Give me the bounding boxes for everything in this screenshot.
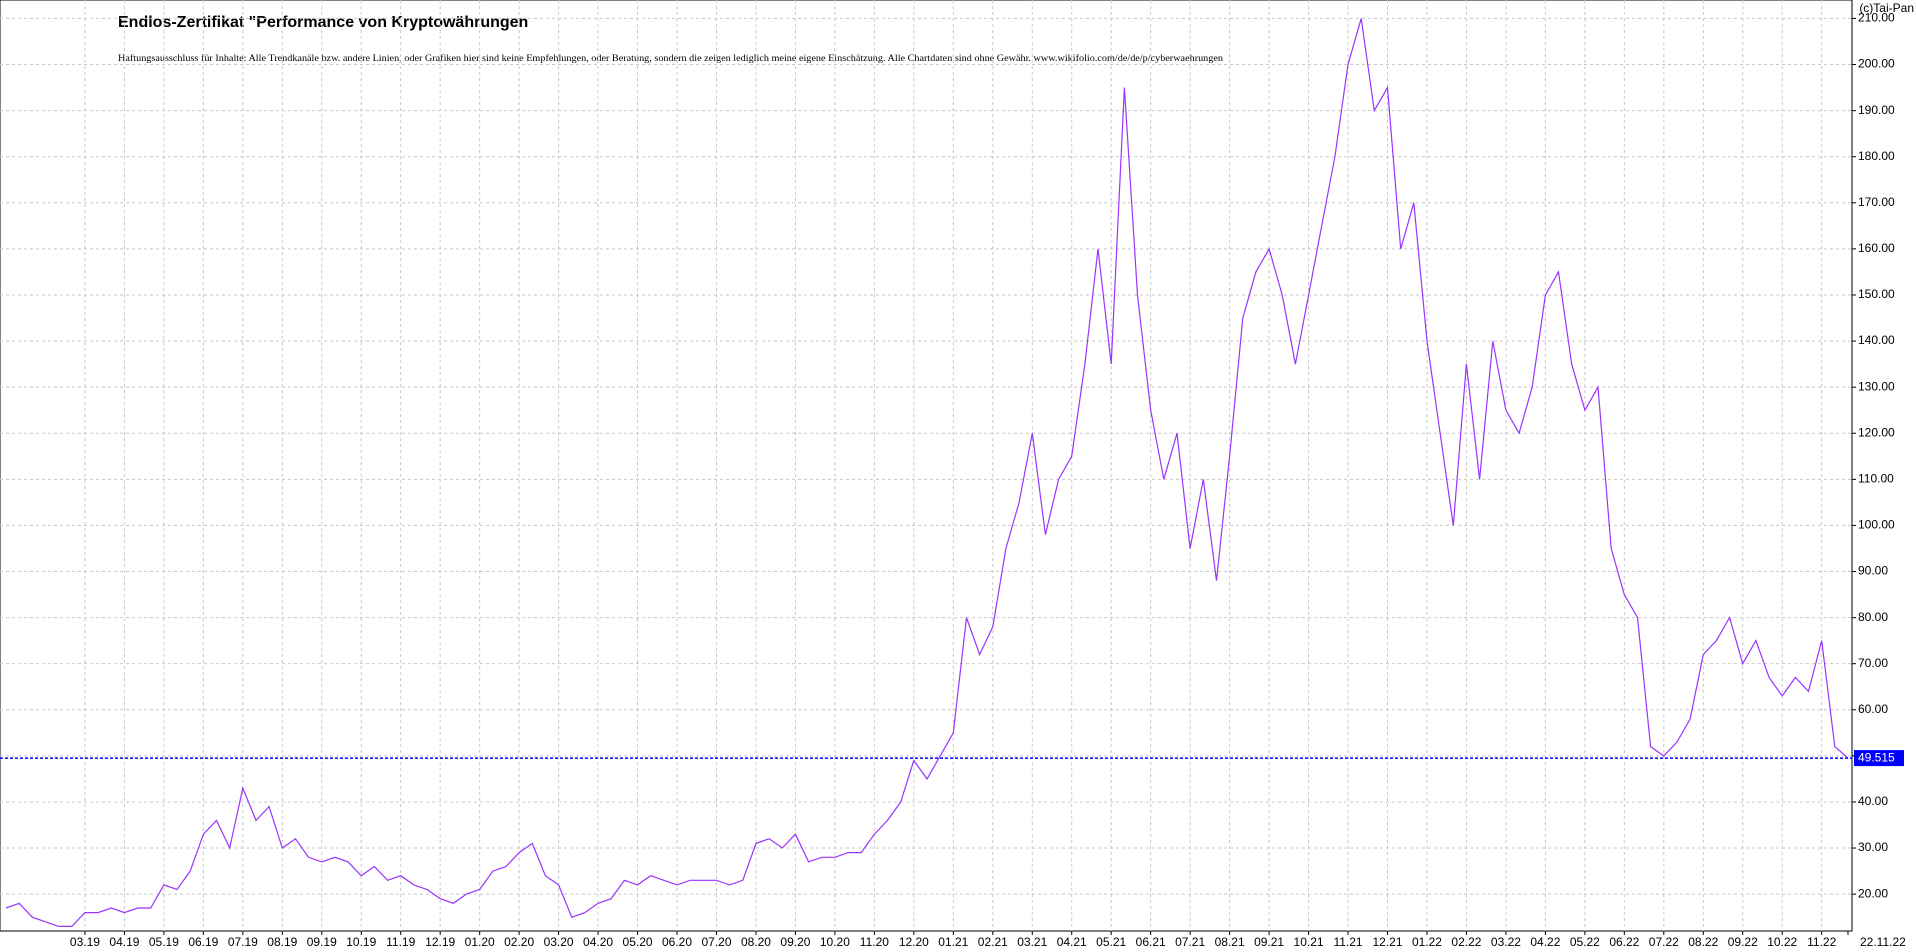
x-tick-label: 07.20 xyxy=(701,935,731,949)
x-tick-label: 22.11.22 xyxy=(1860,935,1906,949)
x-tick-label: 03.20 xyxy=(544,935,574,949)
grid xyxy=(0,0,1852,931)
x-tick-label: 02.22 xyxy=(1451,935,1481,949)
y-tick-label: 80.00 xyxy=(1858,610,1888,624)
x-tick-label: 09.21 xyxy=(1254,935,1284,949)
x-tick-label: 05.20 xyxy=(623,935,653,949)
x-tick-label: 02.21 xyxy=(978,935,1008,949)
x-tick-label: 01.20 xyxy=(465,935,495,949)
x-tick-label: 11.21 xyxy=(1333,935,1362,949)
y-tick-label: 150.00 xyxy=(1858,287,1895,301)
x-tick-label: 06.20 xyxy=(662,935,692,949)
y-tick-label: 30.00 xyxy=(1858,840,1888,854)
y-tick-label: 130.00 xyxy=(1858,379,1895,393)
y-tick-label: 120.00 xyxy=(1858,425,1895,439)
y-tick-label: 170.00 xyxy=(1858,195,1895,209)
x-tick-label: 07.21 xyxy=(1175,935,1205,949)
chart-subtitle: Haftungsausschluss für Inhalte: Alle Tre… xyxy=(118,53,1224,63)
x-tick-label: 01.21 xyxy=(938,935,968,949)
x-tick-label: 08.21 xyxy=(1215,935,1245,949)
x-tick-label: 01.22 xyxy=(1412,935,1442,949)
x-tick-label: 06.22 xyxy=(1609,935,1639,949)
y-tick-label: 20.00 xyxy=(1858,886,1888,900)
y-tick-label: 160.00 xyxy=(1858,241,1895,255)
x-tick-label: 12.19 xyxy=(425,935,455,949)
x-tick-label: 07.22 xyxy=(1649,935,1679,949)
x-tick-label: 10.20 xyxy=(820,935,850,949)
x-tick-label: 12.21 xyxy=(1372,935,1402,949)
y-tick-label: 190.00 xyxy=(1858,103,1895,117)
y-tick-label: 60.00 xyxy=(1858,702,1888,716)
x-tick-label: 08.20 xyxy=(741,935,771,949)
chart-title: Endlos-Zertifikat "Performance von Krypt… xyxy=(118,14,528,31)
x-tick-label: 08.19 xyxy=(267,935,297,949)
x-tick-label: 06.19 xyxy=(188,935,218,949)
x-tick-label: 05.21 xyxy=(1096,935,1126,949)
y-tick-label: 100.00 xyxy=(1858,518,1895,532)
x-tick-label: 03.22 xyxy=(1491,935,1521,949)
y-tick-label: 140.00 xyxy=(1858,333,1895,347)
y-tick-label: 40.00 xyxy=(1858,794,1888,808)
x-tick-label: 11.19 xyxy=(386,935,415,949)
x-tick-label: 10.22 xyxy=(1767,935,1797,949)
y-tick-label: 210.00 xyxy=(1858,11,1895,25)
plot-frame xyxy=(0,0,1853,932)
x-tick-label: 10.21 xyxy=(1294,935,1324,949)
y-tick-label: 70.00 xyxy=(1858,656,1888,670)
x-tick-label: 04.21 xyxy=(1057,935,1087,949)
x-tick-label: 09.20 xyxy=(780,935,810,949)
x-tick-label: 02.20 xyxy=(504,935,534,949)
x-tick-label: 10.19 xyxy=(346,935,376,949)
current-value-box xyxy=(1854,750,1904,767)
y-tick-label: 180.00 xyxy=(1858,149,1895,163)
x-tick-label: 11.22 xyxy=(1807,935,1836,949)
x-tick-label: 08.22 xyxy=(1688,935,1718,949)
y-tick-label: 110.00 xyxy=(1858,471,1894,485)
copyright: (c)Tai-Pan xyxy=(1859,1,1914,15)
y-tick-label: 90.00 xyxy=(1858,564,1888,578)
x-tick-label: 09.19 xyxy=(307,935,337,949)
x-tick-label: 05.22 xyxy=(1570,935,1600,949)
x-tick-label: 11.20 xyxy=(860,935,889,949)
x-tick-label: 05.19 xyxy=(149,935,179,949)
current-value-label: 49.515 xyxy=(1858,750,1895,764)
x-tick-label: 04.20 xyxy=(583,935,613,949)
x-tick-label: 12.20 xyxy=(899,935,929,949)
x-tick-label: 06.21 xyxy=(1136,935,1166,949)
x-tick-label: 04.19 xyxy=(109,935,139,949)
x-tick-label: 03.19 xyxy=(70,935,100,949)
y-tick-label: 200.00 xyxy=(1858,57,1895,71)
x-tick-label: 04.22 xyxy=(1530,935,1560,949)
x-tick-label: 09.22 xyxy=(1728,935,1758,949)
x-tick-label: 03.21 xyxy=(1017,935,1047,949)
line-series xyxy=(5,18,1849,927)
x-tick-label: 07.19 xyxy=(228,935,258,949)
